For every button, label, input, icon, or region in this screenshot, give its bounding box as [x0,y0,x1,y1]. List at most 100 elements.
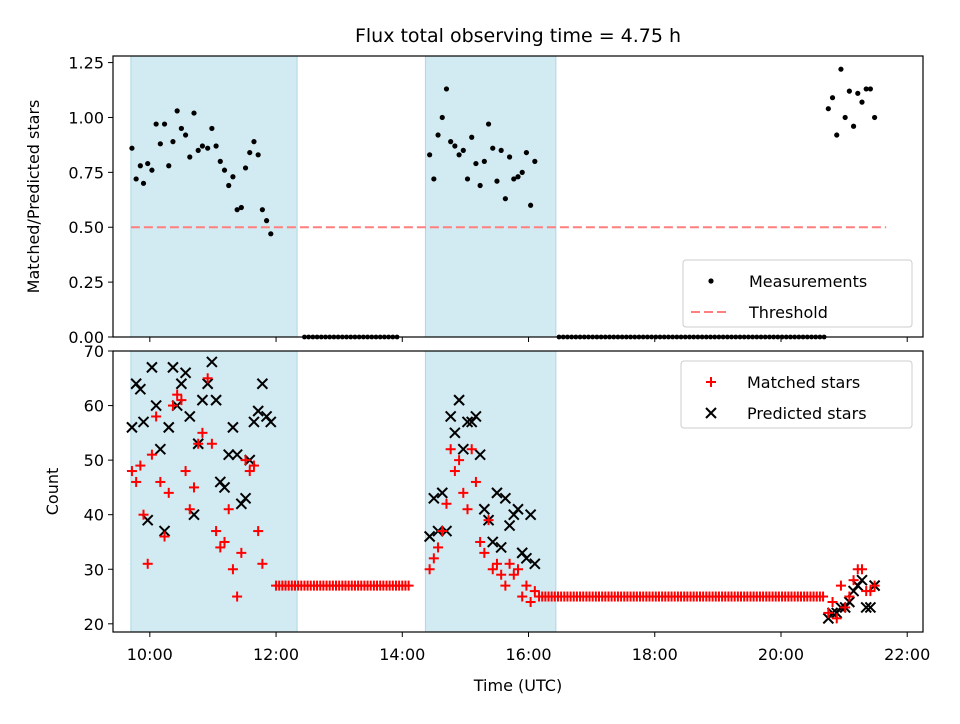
measurement-point [494,178,500,184]
measurement-point [456,152,462,158]
measurement-point [230,174,236,180]
predicted-star-point [137,416,150,428]
measurement-point [145,160,151,167]
measurement-point [855,90,861,96]
matched-star-point [219,536,230,547]
matched-star-point [454,455,465,466]
predicted-star-point [453,394,465,406]
measurement-point [859,99,865,105]
x-tick-label: 20:00 [758,645,804,664]
predicted-star-point [265,416,277,428]
predicted-star-point [179,367,192,379]
top-legend: Measurements Threshold [682,259,913,328]
legend-box [682,259,913,328]
predicted-star-point [223,448,235,461]
measurement-point [469,134,475,140]
x-tick-label: 22:00 [884,645,930,664]
matched-star-point [159,531,170,542]
observing-window-2 [424,55,557,338]
legend-label: Predicted stars [747,404,867,423]
matched-star-point [479,547,490,558]
legend-predicted-marker [705,407,717,419]
measurement-point [191,110,197,116]
top-y-tick-label: 0.50 [68,218,104,237]
matched-star-point [240,455,251,466]
measurement-point [511,176,517,182]
matched-star-point [131,476,142,487]
matched-star-point [403,580,414,591]
predicted-star-point [175,378,188,390]
predicted-star-point [239,492,252,505]
matched-star-point [521,580,532,591]
measurement-point [251,139,257,145]
measurement-point [452,143,458,149]
top-y-tick-label: 0.00 [68,328,104,347]
matched-star-point [206,438,217,449]
matched-star-point [138,509,149,520]
measurement-point [485,121,492,127]
bottom-y-axis-label: Count [43,468,62,516]
matched-star-point [831,613,842,624]
predicted-star-point [167,361,179,374]
legend-measurement-marker [708,278,714,284]
matched-star-point [248,460,259,471]
matched-star-point [449,466,460,477]
x-tick-label: 14:00 [379,645,425,664]
matched-star-point [163,487,174,498]
legend-label: Matched stars [747,373,860,392]
predicted-star-point [503,519,516,532]
matched-star-point [189,482,199,493]
matched-star-point [529,586,540,597]
measurement-point [498,147,504,153]
top-y-axis-label: Matched/Predicted stars [24,100,43,294]
predicted-star-point [423,530,436,543]
matched-star-point [151,411,162,422]
measurement-point [427,152,433,158]
matched-star-point [475,536,486,547]
predicted-star-point [201,378,214,390]
matched-star-point [232,591,243,602]
matched-star-point [466,444,477,455]
measurement-point [226,182,232,189]
top-y-tick-label: 0.25 [68,273,104,292]
matched-star-point [513,564,523,575]
measurement-point [195,147,201,153]
predicted-star-point [860,601,872,614]
predicted-star-point [252,405,264,417]
predicted-star-point [256,378,269,390]
matched-star-point [840,602,851,613]
predicted-star-point [134,383,147,395]
predicted-star-point [231,448,243,461]
measurement-point [247,149,253,156]
matched-star-point [193,438,204,449]
measurement-point [238,204,244,211]
measurement-point [431,176,437,182]
matched-star-point [437,526,448,537]
measurement-point [523,149,530,156]
predicted-star-point [227,421,239,434]
matched-star-point [508,569,519,580]
predicted-star-point [856,574,868,586]
matched-star-point [470,476,481,487]
measurement-point [263,218,270,224]
measurement-point [178,125,184,132]
matched-star-point [504,558,515,569]
predicted-star-point [487,536,499,548]
measurement-point [170,139,176,145]
matched-star-point [865,586,876,597]
matched-star-point [211,526,222,537]
matched-star-point [517,591,528,602]
measurement-point [490,145,496,151]
measurement-point [259,207,265,213]
bottom-y-tick-label: 20 [84,615,104,634]
measurement-point [846,88,852,94]
predicted-star-point [428,492,440,505]
matched-star-point [172,389,183,400]
predicted-star-point [512,503,524,515]
matched-star-point [142,558,153,569]
observing-window-1 [130,350,298,633]
matched-star-point [827,596,838,607]
predicted-star-point [491,487,503,499]
matched-star-point [197,427,208,438]
legend-box [680,360,913,429]
